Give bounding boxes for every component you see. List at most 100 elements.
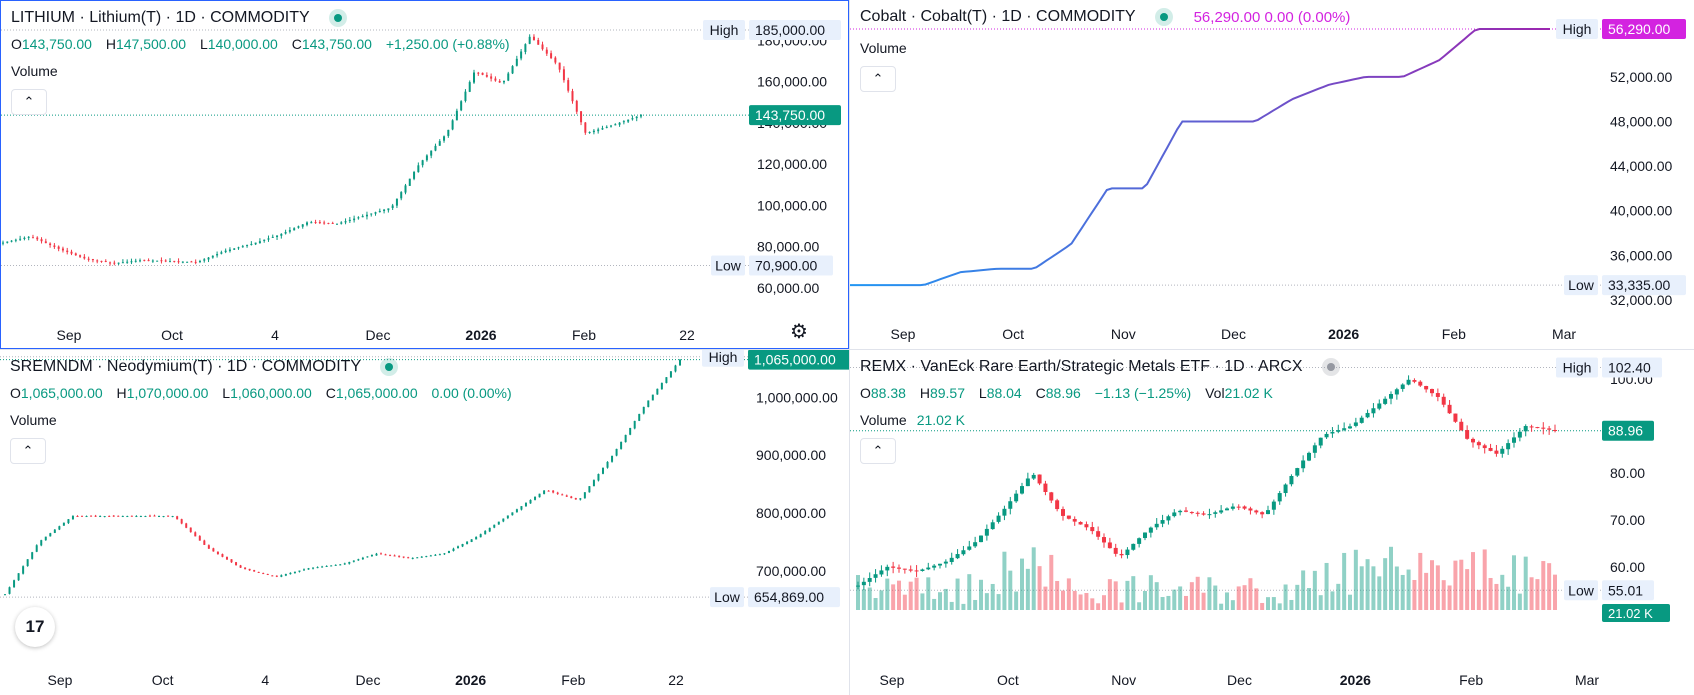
candle-body — [1529, 426, 1534, 428]
candle-body — [524, 503, 527, 507]
candle-body — [873, 574, 878, 578]
candle-body — [389, 554, 392, 556]
volume-label[interactable]: Volume — [860, 40, 907, 56]
candle-body — [100, 260, 103, 262]
volume-bar — [1260, 602, 1265, 610]
symbol-title[interactable]: SREMNDM · Neodymium(T) · 1D · COMMODITY — [10, 358, 362, 375]
candle-body — [130, 515, 133, 517]
collapse-legend-button[interactable]: ⌃ — [860, 66, 896, 92]
candle-body — [438, 554, 441, 556]
candle-body — [1166, 516, 1171, 521]
candle-body — [1318, 437, 1323, 446]
volume-label[interactable]: Volume — [11, 63, 58, 79]
tradingview-logo[interactable]: 17 — [15, 607, 55, 647]
x-tick-label: 2026 — [465, 327, 496, 343]
candle-body — [158, 516, 161, 518]
neodymium-chart-svg[interactable]: 700,000.00 800,000.00 900,000.00 1,000,000.… — [0, 350, 849, 695]
candle-body — [570, 496, 573, 499]
candle-body — [267, 238, 270, 240]
volume-label[interactable]: Volume — [10, 412, 57, 428]
candle-body — [943, 561, 948, 564]
volume-tag-bg — [1602, 604, 1670, 622]
volume-bar — [1529, 577, 1534, 610]
candle-body — [584, 122, 587, 133]
candle-body — [230, 559, 233, 563]
candle-body — [104, 261, 107, 263]
candle-body — [567, 80, 570, 91]
candle-body — [253, 570, 256, 572]
candle-body — [312, 567, 315, 569]
pane-divider-horizontal[interactable] — [0, 349, 1694, 350]
volume-bar — [1195, 576, 1200, 610]
candle-body — [117, 262, 120, 264]
chart-pane-remx[interactable]: 60.00 70.00 80.00 100.00 Sep Oct Nov Dec 2026 Feb… — [850, 350, 1694, 695]
candle-body — [498, 81, 501, 83]
candle-body — [352, 560, 355, 562]
volume-bar — [1301, 570, 1306, 610]
candle-body — [1553, 429, 1557, 431]
candle-body — [361, 557, 364, 560]
open-value: 143,750.00 — [21, 36, 92, 52]
candle-body — [451, 120, 454, 130]
high-value: 89.57 — [929, 385, 965, 401]
symbol-title[interactable]: Cobalt · Cobalt(T) · 1D · COMMODITY — [860, 8, 1136, 25]
collapse-legend-button[interactable]: ⌃ — [10, 438, 46, 464]
candle-body — [611, 455, 614, 462]
candle-body — [1307, 452, 1311, 461]
candle-body — [378, 210, 381, 213]
candle-body — [207, 257, 210, 260]
cobalt-chart-svg[interactable]: 32,000.00 36,000.00 40,000.00 44,000.00 48,0… — [850, 0, 1694, 349]
high-tag-label-bg — [1556, 19, 1598, 39]
volume-bar — [902, 594, 907, 610]
candle-body — [473, 72, 476, 83]
y-tick-label: 800,000.00 — [756, 505, 826, 521]
volume-bar — [1482, 549, 1487, 610]
chart-pane-lithium[interactable]: 60,000.00 80,000.00 100,000.00 120,000.00 14… — [0, 0, 849, 349]
chart-pane-neodymium[interactable]: 700,000.00 800,000.00 900,000.00 1,000,000.… — [0, 350, 849, 695]
candle-body — [524, 44, 527, 52]
candle-body — [66, 250, 69, 253]
candle-body — [147, 260, 150, 262]
candle-body — [1207, 514, 1212, 516]
candle-body — [879, 570, 884, 575]
volume-bar — [1072, 590, 1077, 610]
x-tick-label: 22 — [679, 327, 695, 343]
candle-body — [353, 218, 356, 221]
candle-body — [19, 238, 22, 240]
candle-body — [1453, 413, 1458, 422]
lithium-chart-svg[interactable]: 60,000.00 80,000.00 100,000.00 120,000.00 14… — [1, 1, 850, 350]
candle-body — [40, 239, 43, 242]
candle-body — [1359, 417, 1364, 423]
candle-body — [460, 101, 463, 111]
symbol-title[interactable]: REMX · VanEck Rare Earth/Strategic Metal… — [860, 358, 1303, 375]
volume-bar — [1488, 577, 1493, 610]
candle-body — [1512, 437, 1516, 443]
chart-pane-cobalt[interactable]: 32,000.00 36,000.00 40,000.00 44,000.00 48,0… — [850, 0, 1694, 349]
candle-body — [425, 155, 428, 161]
candle-body — [1125, 549, 1130, 556]
pane-divider-vertical[interactable] — [849, 0, 850, 695]
candle-body — [1172, 512, 1177, 517]
candle-body — [497, 521, 500, 525]
volume-bar — [1037, 566, 1042, 610]
x-tick-label: 22 — [668, 672, 684, 688]
candle-body — [35, 545, 38, 552]
volume-bar — [996, 594, 1001, 610]
candle-body — [532, 36, 535, 41]
volume-bar — [1547, 563, 1552, 610]
volume-bar — [1002, 551, 1007, 610]
collapse-legend-button[interactable]: ⌃ — [11, 89, 47, 115]
collapse-legend-button[interactable]: ⌃ — [860, 438, 896, 464]
x-tick-label: Sep — [48, 672, 73, 688]
candle-body — [1219, 510, 1224, 513]
volume-bar — [1348, 594, 1352, 610]
candle-body — [615, 448, 618, 456]
candle-body — [1031, 474, 1036, 479]
candle-body — [647, 400, 650, 407]
gear-icon[interactable]: ⚙ — [790, 321, 808, 343]
symbol-title[interactable]: LITHIUM · Lithium(T) · 1D · COMMODITY — [11, 9, 310, 26]
high-tag-label: High — [710, 22, 739, 38]
volume-label[interactable]: Volume 21.02 K — [860, 412, 965, 428]
volume-bar — [1025, 568, 1030, 610]
